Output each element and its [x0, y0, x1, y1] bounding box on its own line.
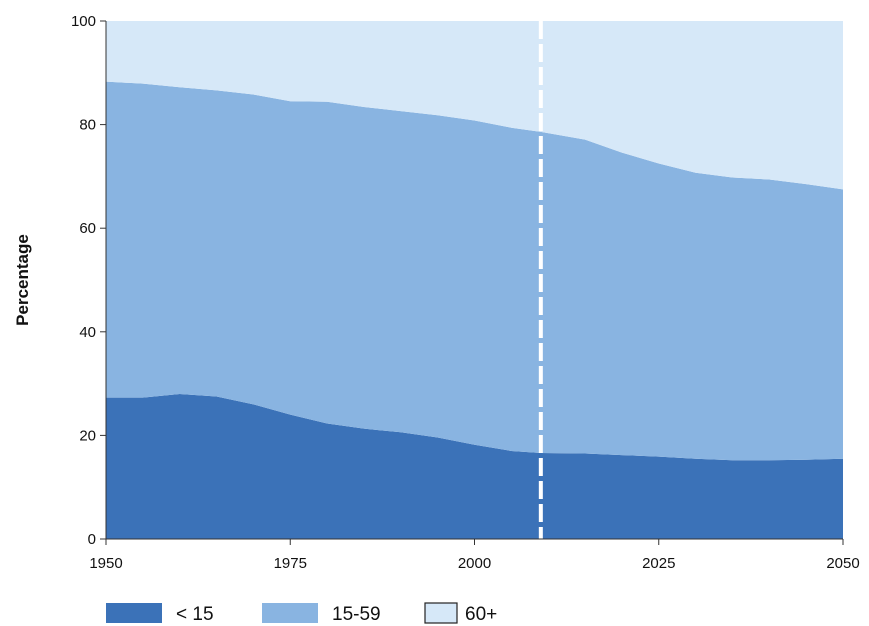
legend-swatch-15-59: [262, 603, 318, 623]
area-series-group: [106, 21, 843, 539]
y-axis: 0 20 40 60 80 100: [71, 13, 107, 548]
y-tick-label: 60: [79, 220, 96, 237]
y-tick-label: 80: [79, 117, 96, 134]
y-tick-label: 40: [79, 324, 96, 341]
legend-swatch-15: [106, 603, 162, 623]
legend-swatch-60: [424, 602, 458, 624]
x-tick-label: 1975: [274, 555, 307, 572]
y-tick-label: 100: [71, 13, 96, 30]
x-tick-label: 1950: [89, 555, 122, 572]
x-axis: 1950 1975 2000 2025 2050: [89, 538, 860, 572]
legend: < 15 15-59 60+: [106, 602, 497, 625]
area-60: [106, 21, 843, 190]
legend-label-60: 60+: [465, 604, 497, 625]
area-15: [106, 393, 843, 539]
x-tick-label: 2000: [458, 555, 491, 572]
x-tick-label: 2025: [642, 555, 675, 572]
y-tick-label: 0: [88, 531, 96, 548]
y-axis-title: Percentage: [13, 234, 32, 326]
legend-label-15-59: 15-59: [332, 604, 381, 625]
y-tick-label: 20: [79, 427, 96, 444]
legend-label-15: < 15: [176, 604, 214, 625]
x-tick-label: 2050: [826, 555, 859, 572]
area-15-59: [106, 81, 843, 461]
